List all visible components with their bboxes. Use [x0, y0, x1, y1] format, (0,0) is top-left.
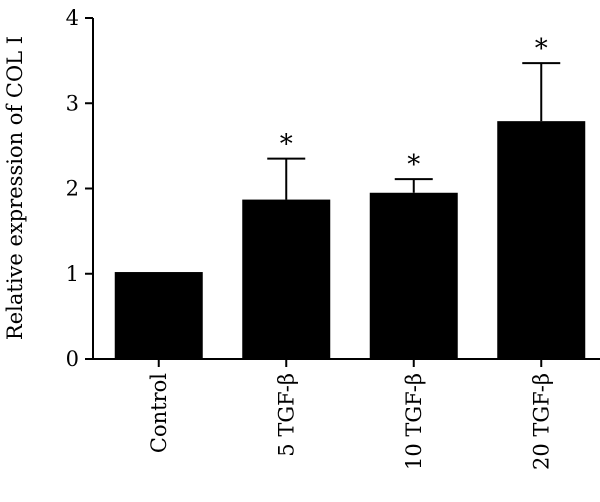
- significance-star: *: [407, 150, 420, 180]
- significance-marks: * * *: [280, 34, 548, 180]
- bars: [114, 121, 586, 359]
- y-axis-label: Relative expression of COL I: [3, 36, 27, 340]
- y-tick-label: 2: [66, 177, 79, 201]
- error-bars: [267, 62, 561, 200]
- y-tick-label: 1: [66, 262, 79, 286]
- x-tick-label: Control: [147, 373, 171, 453]
- significance-star: *: [535, 34, 548, 64]
- bar: [242, 199, 331, 359]
- x-tick-labels: Control 5 TGF-β 10 TGF-β 20 TGF-β: [147, 373, 554, 470]
- x-tick-label: 5 TGF-β: [274, 373, 298, 457]
- y-tick-label: 3: [66, 91, 79, 115]
- y-tick-label: 4: [66, 6, 79, 30]
- y-axis: 0 1 2 3 4: [66, 6, 94, 371]
- bar: [114, 272, 203, 359]
- y-tick-label: 0: [66, 347, 79, 371]
- significance-star: *: [280, 130, 293, 160]
- x-tick-label: 20 TGF-β: [529, 373, 553, 470]
- x-axis: [93, 358, 600, 367]
- x-tick-label: 10 TGF-β: [402, 373, 426, 470]
- bar: [497, 121, 586, 359]
- bar: [369, 192, 458, 359]
